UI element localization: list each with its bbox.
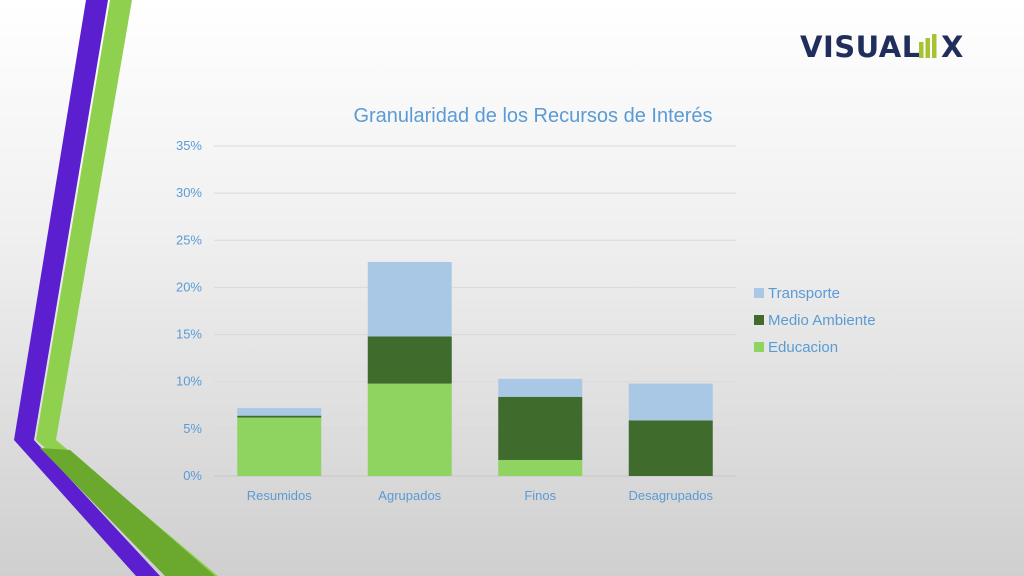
y-tick-label: 0% (183, 468, 202, 483)
bar-segment (498, 459, 583, 476)
y-axis: 0% 5% 10% 15% 20% 25% 30% 35% (176, 138, 202, 483)
logo-text-right: X (941, 30, 964, 64)
logo-bar (925, 38, 930, 58)
y-tick-label: 25% (176, 232, 202, 247)
logo-bar (919, 42, 924, 58)
legend-label: Educacion (768, 339, 838, 356)
legend-swatch (754, 342, 764, 352)
logo-bar (932, 34, 937, 58)
bar-segment (498, 396, 583, 460)
bar-segment (628, 383, 713, 421)
dark-green-stripe (40, 448, 215, 576)
legend-swatch (754, 315, 764, 325)
bar-segment (237, 408, 322, 416)
x-axis: Resumidos Agrupados Finos Desagrupados (247, 488, 714, 503)
green-stripe (36, 0, 218, 576)
chart-title: Granularidad de los Recursos de Interés (353, 105, 712, 127)
legend-swatch (754, 288, 764, 298)
y-tick-label: 5% (183, 421, 202, 436)
bar-segment (367, 336, 452, 384)
y-tick-label: 10% (176, 374, 202, 389)
x-tick-label: Resumidos (247, 488, 313, 503)
legend: Transporte Medio Ambiente Educacion (754, 285, 876, 356)
purple-stripe (14, 0, 160, 576)
legend-label: Medio Ambiente (768, 312, 876, 329)
y-tick-label: 30% (176, 185, 202, 200)
bar-segment (237, 415, 322, 418)
y-tick-label: 20% (176, 279, 202, 294)
visualmx-logo: VISUAL X (800, 30, 964, 64)
x-tick-label: Desagrupados (628, 488, 713, 503)
bar-segment (237, 417, 322, 476)
x-tick-label: Finos (524, 488, 556, 503)
bar-segment (367, 261, 452, 337)
bars (237, 261, 713, 476)
y-tick-label: 35% (176, 138, 202, 153)
logo-text-left: VISUAL (800, 30, 921, 64)
bar-segment (628, 420, 713, 476)
x-tick-label: Agrupados (378, 488, 441, 503)
bar-segment (367, 383, 452, 476)
y-tick-label: 15% (176, 327, 202, 342)
legend-label: Transporte (768, 285, 840, 302)
bar-segment (498, 378, 583, 397)
